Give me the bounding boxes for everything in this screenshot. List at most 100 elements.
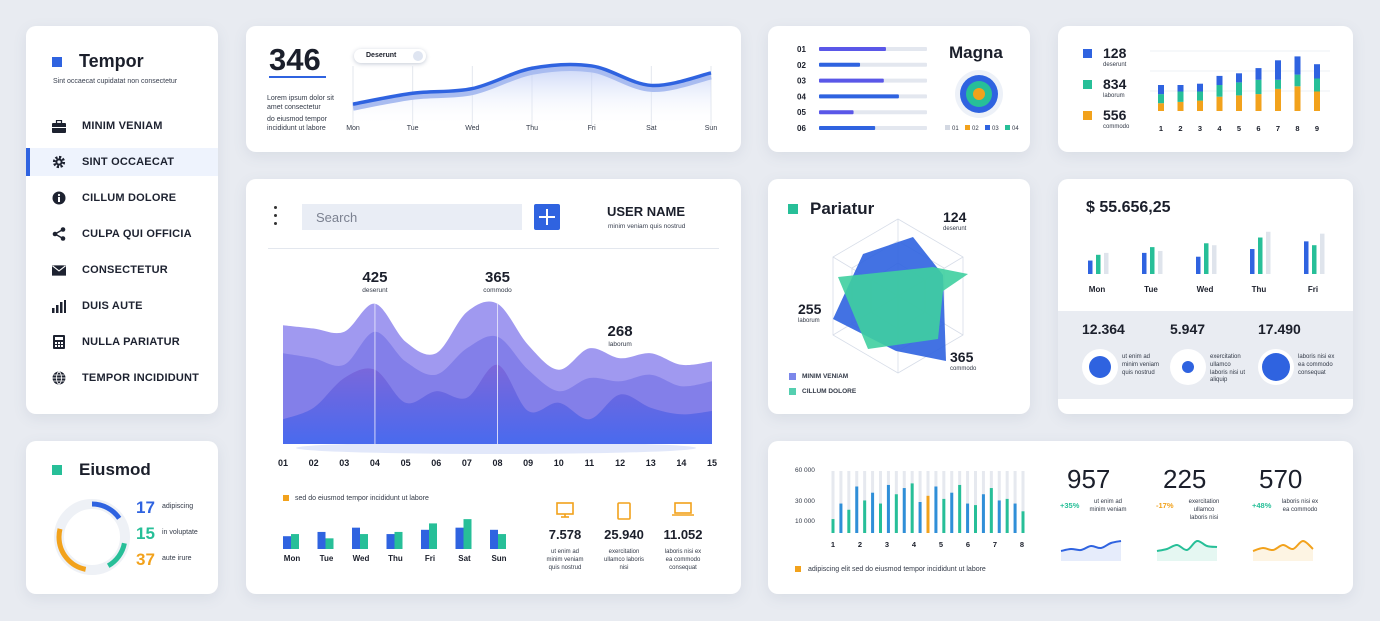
magna-row-fill xyxy=(819,47,886,51)
device-stat-label: laboris nisi ex ea commodo consequat xyxy=(664,549,702,571)
stacked-bar-segment xyxy=(1236,95,1242,111)
stacked-x-label: 4 xyxy=(1217,124,1222,133)
magna-legend-swatch xyxy=(985,125,990,130)
stacked-x-label: 9 xyxy=(1315,124,1319,133)
bottom-y-tick: 30 000 xyxy=(795,498,815,505)
bottom-bar-track xyxy=(1021,471,1025,533)
magna-title: Magna xyxy=(949,43,1003,62)
money-card: $ 55.656,25 Mon Tue Wed Thu Fri 12.364 ut eni… xyxy=(1058,179,1353,414)
money-kpi-value: 5.947 xyxy=(1170,321,1206,337)
money-kpi-dot xyxy=(1182,361,1194,373)
device-stat-value: 25.940 xyxy=(604,527,644,542)
money-day-label: Tue xyxy=(1144,285,1158,294)
money-bar xyxy=(1158,250,1163,274)
bottom-bar-track xyxy=(831,471,835,533)
daily-bar xyxy=(498,534,506,549)
more-options-icon[interactable] xyxy=(272,206,278,228)
money-bar xyxy=(1250,249,1255,274)
money-bar xyxy=(1258,237,1263,274)
radar-callout-value: 255 xyxy=(798,301,822,317)
money-bar xyxy=(1320,233,1325,274)
stacked-bar-segment xyxy=(1275,79,1281,89)
bottom-kpi-delta: +35% xyxy=(1060,501,1080,510)
device-stat-value: 11.052 xyxy=(663,527,703,542)
search-input[interactable] xyxy=(302,204,522,230)
money-kpi-dot xyxy=(1089,356,1111,378)
sidebar-item-label: NULLA PARIATUR xyxy=(82,336,180,348)
radar-chart xyxy=(832,218,968,374)
radar-callout-value: 124 xyxy=(943,209,967,225)
briefcase-icon xyxy=(52,119,66,133)
radar-series-2 xyxy=(838,267,968,349)
money-bar xyxy=(1104,252,1109,274)
stacked-bar-segment xyxy=(1158,94,1164,104)
sparkline-line xyxy=(1156,539,1218,552)
area-shadow xyxy=(296,442,696,454)
callout-label: deserunt xyxy=(362,287,387,294)
bottom-bar xyxy=(847,509,851,533)
bottom-x-label: 1 xyxy=(831,540,835,549)
radar-legend-label: MINIM VENIAM xyxy=(802,373,849,380)
magna-row-fill xyxy=(819,78,884,83)
bottom-kpi-sparkline xyxy=(1060,540,1122,561)
bottom-y-tick: 10 000 xyxy=(795,518,815,525)
sidebar-item-consectetur[interactable]: CONSECTETUR xyxy=(26,256,218,284)
daily-day-label: Sun xyxy=(491,554,506,563)
sidebar-item-duis-aute[interactable]: DUIS AUTE xyxy=(26,292,218,320)
bottom-x-label: 7 xyxy=(993,540,997,549)
stacked-bar-segment xyxy=(1255,79,1262,95)
stacked-x-label: 3 xyxy=(1198,124,1202,133)
stacked-x-label: 1 xyxy=(1159,124,1163,133)
daily-bar xyxy=(317,531,326,549)
sidebar-item-nulla-pariatur[interactable]: NULLA PARIATUR xyxy=(26,328,218,356)
device-stat-value: 7.578 xyxy=(548,527,582,542)
magna-row-fill xyxy=(819,110,854,115)
daily-bar-chart: Mon Tue Wed Thu Fri Sat Sun xyxy=(283,519,507,563)
donut-center xyxy=(65,510,119,564)
monitor-icon xyxy=(554,502,576,520)
magna-legend-swatch xyxy=(965,125,970,130)
deserunt-toggle[interactable]: Deserunt xyxy=(354,49,426,63)
bottom-card: 60 000 30 000 10 000 1 2 3 4 5 6 7 8 adipiscing el… xyxy=(768,441,1353,594)
weekly-day-label: Sat xyxy=(646,125,657,132)
user-subtitle: minim veniam quis nostrud xyxy=(608,223,686,230)
legend-text: sed do eiusmod tempor incididunt ut labo… xyxy=(295,495,429,502)
device-stat-label: ut enim ad minim veniam quis nostrud xyxy=(546,549,584,571)
sidebar-item-tempor-incididunt[interactable]: TEMPOR INCIDIDUNT xyxy=(26,364,218,392)
sidebar-item-minim-veniam[interactable]: MINIM VENIAM xyxy=(26,112,218,140)
sidebar-item-label: CILLUM DOLORE xyxy=(82,192,177,204)
stacked-bar-segment xyxy=(1255,94,1262,111)
money-bar-chart: Mon Tue Wed Thu Fri xyxy=(1088,231,1325,294)
sidebar-card: Tempor Sint occaecat cupidatat non conse… xyxy=(26,26,218,414)
money-bar xyxy=(1142,252,1147,274)
gear-icon xyxy=(52,155,66,169)
bottom-bar xyxy=(942,498,946,533)
bottom-bar-track xyxy=(966,471,970,533)
sidebar-item-label: SINT OCCAECAT xyxy=(82,156,175,168)
bottom-bar xyxy=(934,486,938,533)
money-day-label: Mon xyxy=(1089,285,1106,294)
sidebar-item-cillum-dolore[interactable]: CILLUM DOLORE xyxy=(26,184,218,212)
bottom-kpi-value: 957 xyxy=(1067,464,1111,494)
area-x-label: 02 xyxy=(309,458,319,468)
eiusmod-title: Eiusmod xyxy=(79,460,151,479)
pariatur-title-marker xyxy=(788,204,798,214)
area-x-label: 09 xyxy=(523,458,533,468)
add-button[interactable] xyxy=(534,204,560,230)
sidebar-item-sint-occaecat[interactable]: SINT OCCAECAT xyxy=(26,148,218,176)
magna-legend-label: 04 xyxy=(1012,126,1019,132)
bottom-bar-track xyxy=(839,471,843,533)
bottom-bar xyxy=(1005,498,1009,533)
stacked-stat-label: laborum xyxy=(1103,93,1125,99)
legend-marker xyxy=(283,495,289,501)
sidebar-title-marker xyxy=(52,57,62,67)
stacked-stat-label: commodo xyxy=(1103,124,1130,130)
area-x-label: 05 xyxy=(401,458,411,468)
stacked-bar-segment xyxy=(1197,100,1203,111)
area-x-label: 11 xyxy=(585,458,595,468)
daily-day-label: Thu xyxy=(388,554,403,563)
main-dashboard-card: USER NAME minim veniam quis nostrud 425d… xyxy=(246,179,741,594)
globe-icon xyxy=(52,371,66,385)
sidebar-item-culpa-qui-officia[interactable]: CULPA QUI OFFICIA xyxy=(26,220,218,248)
stacked-stat-value: 556 xyxy=(1103,107,1127,123)
